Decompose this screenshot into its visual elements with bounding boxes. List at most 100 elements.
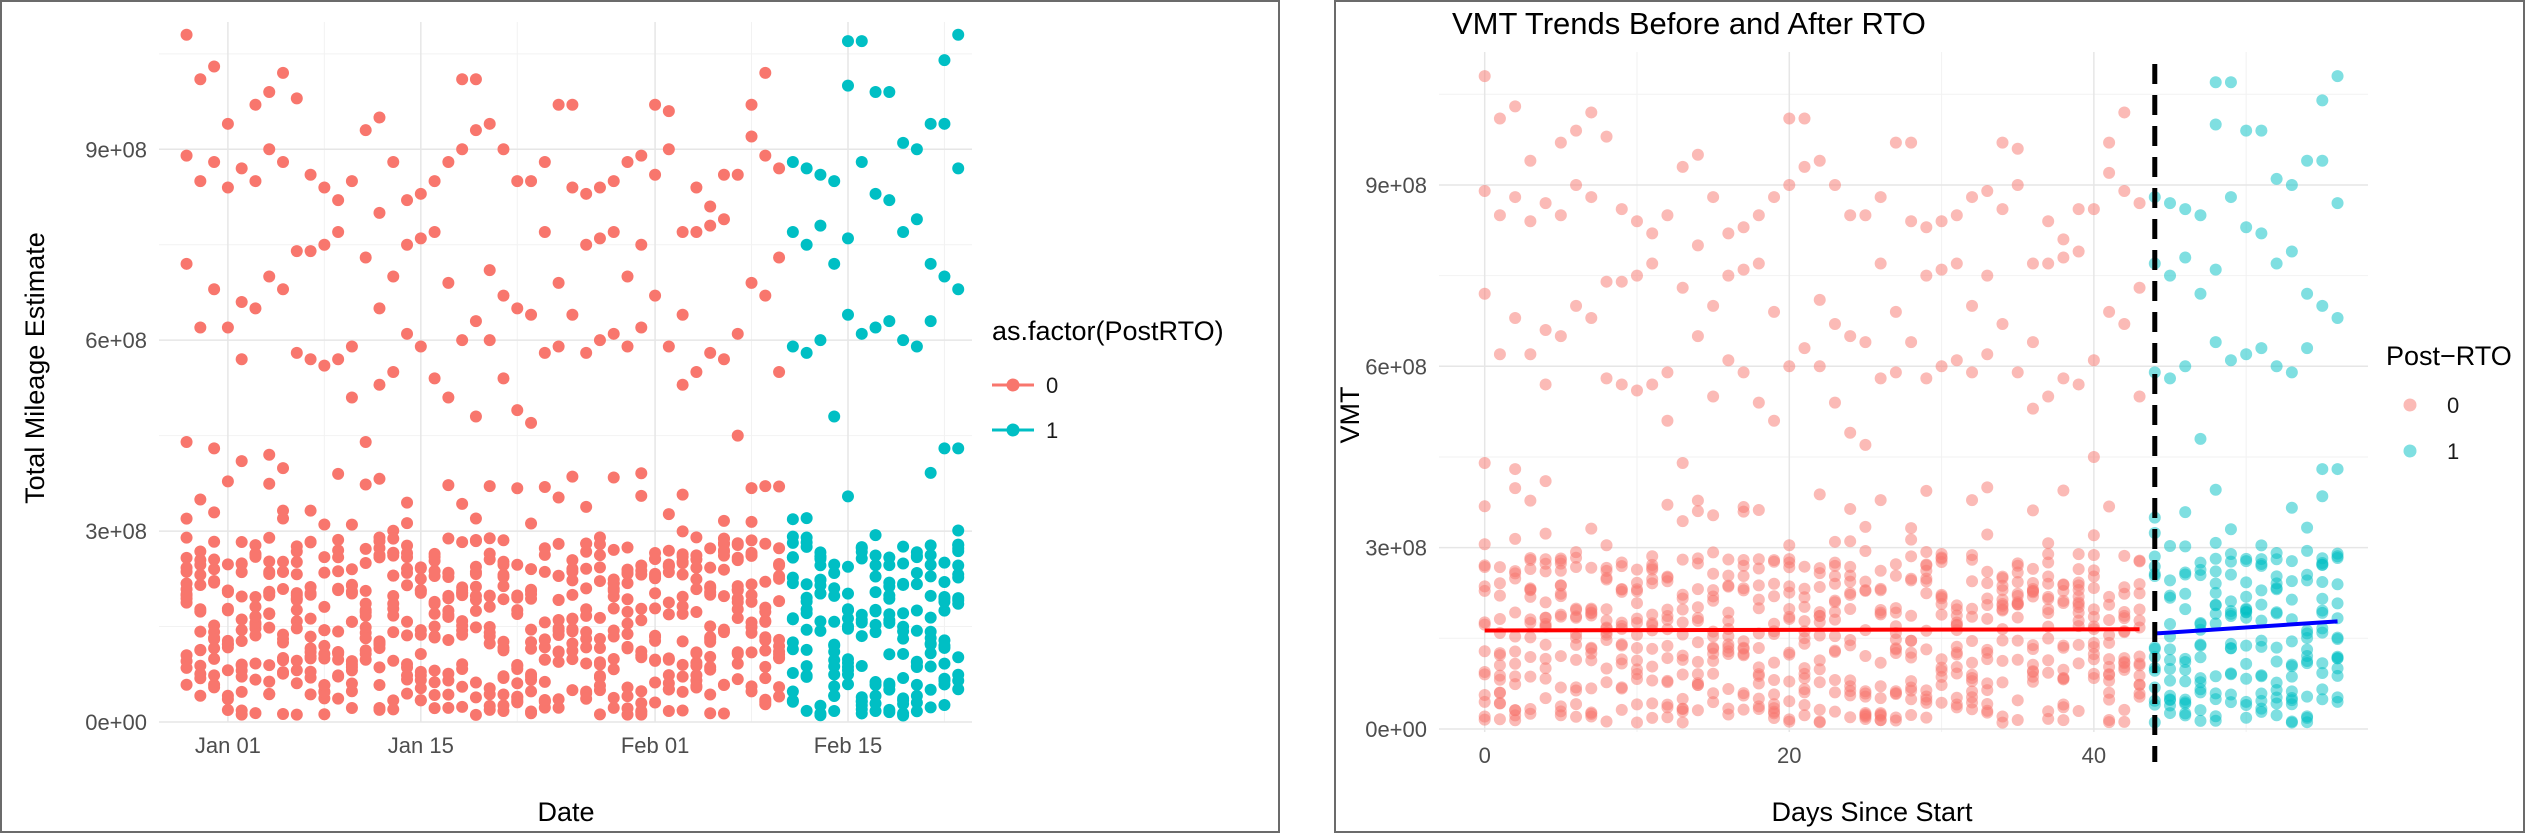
data-point xyxy=(2087,548,2100,561)
data-point xyxy=(2026,562,2039,575)
data-point xyxy=(483,117,496,130)
y-tick-label: 3e+08 xyxy=(1365,536,1427,561)
data-point xyxy=(676,704,689,717)
data-point xyxy=(304,630,317,643)
data-point xyxy=(869,586,882,599)
data-point xyxy=(883,86,896,98)
data-point xyxy=(345,702,358,715)
data-point xyxy=(952,683,965,696)
data-point xyxy=(662,683,675,696)
data-point xyxy=(649,631,662,644)
data-point xyxy=(2209,687,2222,700)
data-point xyxy=(2240,221,2253,234)
data-point xyxy=(1950,257,1963,270)
data-point xyxy=(511,175,524,188)
data-point xyxy=(1752,562,1765,575)
data-point xyxy=(2255,124,2268,137)
data-point xyxy=(828,645,841,658)
x-tick-label: Jan 01 xyxy=(195,733,261,758)
data-point xyxy=(1859,520,1872,533)
data-point xyxy=(2179,697,2192,710)
data-point xyxy=(828,257,841,270)
data-point xyxy=(1874,372,1887,385)
data-point xyxy=(208,553,221,566)
data-point xyxy=(1539,672,1552,685)
data-point xyxy=(1585,654,1598,667)
data-point xyxy=(1570,604,1583,617)
data-point xyxy=(1935,696,1948,709)
data-point xyxy=(387,569,400,582)
data-point xyxy=(469,676,482,689)
data-point xyxy=(2179,540,2192,553)
data-point xyxy=(1661,570,1674,583)
data-point xyxy=(2331,650,2344,663)
data-point xyxy=(1554,610,1567,623)
data-point xyxy=(2026,643,2039,656)
data-point xyxy=(869,618,882,631)
right-y-axis-title: VMT xyxy=(1336,387,1365,444)
data-point xyxy=(290,555,303,568)
data-point xyxy=(538,226,551,238)
data-point xyxy=(1966,549,1979,562)
data-point xyxy=(2164,197,2177,210)
data-point xyxy=(580,537,593,550)
data-point xyxy=(828,680,841,693)
data-point xyxy=(2316,626,2329,639)
data-point xyxy=(593,669,606,682)
data-point xyxy=(607,652,620,665)
data-point xyxy=(235,557,248,570)
data-point xyxy=(759,660,772,673)
data-point xyxy=(1935,653,1948,666)
data-point xyxy=(1966,299,1979,312)
data-point xyxy=(1661,711,1674,724)
data-point xyxy=(2103,166,2116,179)
data-point xyxy=(2164,539,2177,552)
data-point xyxy=(208,681,221,694)
data-point xyxy=(800,669,813,682)
data-point xyxy=(800,607,813,620)
data-point xyxy=(2118,715,2131,728)
data-point xyxy=(1752,396,1765,409)
y-tick-label: 3e+08 xyxy=(85,519,147,544)
data-point xyxy=(2118,703,2131,716)
data-point xyxy=(1813,663,1826,676)
data-point xyxy=(208,535,221,548)
data-point xyxy=(690,561,703,574)
data-point xyxy=(731,168,744,181)
data-point xyxy=(704,346,717,359)
data-point xyxy=(2057,698,2070,711)
data-point xyxy=(414,187,427,200)
data-point xyxy=(401,547,414,560)
data-point xyxy=(2164,574,2177,587)
data-point xyxy=(924,625,937,638)
data-point xyxy=(318,551,331,564)
data-point xyxy=(511,677,524,690)
data-point xyxy=(2240,639,2253,652)
data-point xyxy=(2209,118,2222,131)
data-point xyxy=(662,508,675,521)
data-point xyxy=(2270,257,2283,270)
data-point xyxy=(2103,613,2116,626)
x-tick-label: 40 xyxy=(2082,743,2106,768)
data-point xyxy=(332,625,345,638)
data-point xyxy=(676,525,689,538)
data-point xyxy=(635,697,648,710)
data-point xyxy=(1600,275,1613,288)
data-point xyxy=(1874,708,1887,721)
data-point xyxy=(1981,577,1994,590)
data-point xyxy=(2316,299,2329,312)
data-point xyxy=(1813,629,1826,642)
data-point xyxy=(428,676,441,689)
data-point xyxy=(1920,484,1933,497)
data-point xyxy=(1828,556,1841,569)
right-chart-panel: VMT Trends Before and After RTO 0e+00 3e+… xyxy=(1334,0,2525,833)
data-point xyxy=(910,696,923,709)
data-point xyxy=(855,552,868,565)
data-point xyxy=(786,530,799,543)
data-point xyxy=(483,682,496,695)
data-point xyxy=(2072,378,2085,391)
x-tick-label: 20 xyxy=(1777,743,1801,768)
data-point xyxy=(208,442,221,455)
data-point xyxy=(235,162,248,175)
data-point xyxy=(717,623,730,636)
